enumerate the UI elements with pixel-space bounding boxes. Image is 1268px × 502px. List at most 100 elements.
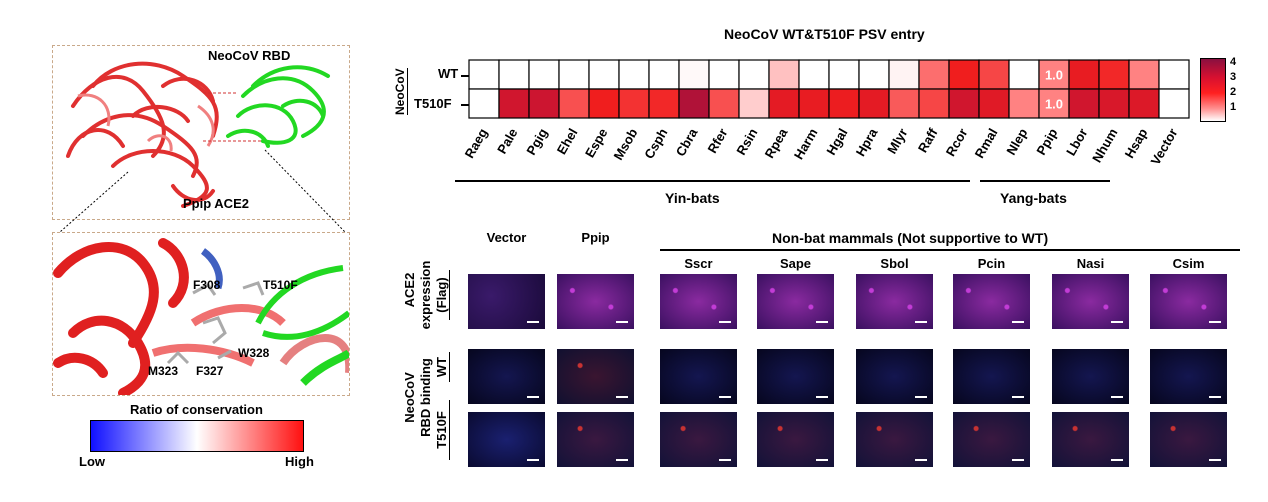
col-head-nasi: Nasi bbox=[1076, 256, 1105, 271]
heatmap-cell-wt-raeg bbox=[468, 59, 500, 90]
t510f-row-label: T510F bbox=[434, 400, 450, 460]
col-head-ppip: Ppip bbox=[581, 230, 610, 245]
heatmap-cell-wt-espe bbox=[588, 59, 620, 90]
ace2-row-label-line3: (Flag) bbox=[434, 270, 450, 320]
heatmap-cell-wt-hpra bbox=[858, 59, 890, 90]
micro-wt-nasi bbox=[1052, 349, 1129, 404]
heatmap-cell-wt-lbor bbox=[1068, 59, 1100, 90]
micro-wt-ppip bbox=[557, 349, 634, 404]
scale-bar bbox=[616, 396, 628, 398]
residue-w328: W328 bbox=[238, 346, 270, 360]
rbd-label: NeoCoV RBD bbox=[208, 48, 290, 63]
scale-bar bbox=[527, 396, 539, 398]
legend-tick-1: 1 bbox=[1230, 101, 1237, 113]
scale-bar bbox=[915, 396, 927, 398]
heatmap-cell-t510f-hgal bbox=[828, 88, 860, 119]
heatmap-title: NeoCoV WT&T510F PSV entry bbox=[724, 26, 925, 42]
col-head-vector: Vector bbox=[486, 230, 527, 245]
scale-bar bbox=[1209, 396, 1221, 398]
micro-ace2-sbol bbox=[856, 274, 933, 329]
legend-tick-2: 2 bbox=[1230, 86, 1237, 98]
yin-bats-line bbox=[455, 180, 970, 182]
micro-ace2-sape bbox=[757, 274, 834, 329]
scale-bar bbox=[1111, 459, 1123, 461]
scale-bar bbox=[527, 321, 539, 323]
heatmap-cell-t510f-mlyr bbox=[888, 88, 920, 119]
heatmap-cell-t510f-msob bbox=[618, 88, 650, 119]
yang-bats-line bbox=[980, 180, 1110, 182]
ace2-row-label-line2: expression bbox=[418, 260, 433, 330]
heatmap-cell-wt-raff bbox=[918, 59, 950, 90]
conservation-title: Ratio of conservation bbox=[130, 402, 263, 417]
scale-bar bbox=[915, 459, 927, 461]
heatmap-cell-wt-pale bbox=[498, 59, 530, 90]
col-head-pcin: Pcin bbox=[977, 256, 1006, 271]
micro-wt-sbol bbox=[856, 349, 933, 404]
heatmap-cell-t510f-cbra bbox=[678, 88, 710, 119]
heatmap-cell-t510f-vector bbox=[1158, 88, 1190, 119]
micro-wt-sape bbox=[757, 349, 834, 404]
conservation-colorbar bbox=[90, 420, 304, 452]
heatmap-cell-t510f-rcor bbox=[948, 88, 980, 119]
low-label: Low bbox=[79, 454, 105, 469]
heatmap-cell-wt-pgig bbox=[528, 59, 560, 90]
micro-ace2-vector bbox=[468, 274, 545, 329]
heatmap-cell-t510f-pale bbox=[498, 88, 530, 119]
residue-t510f: T510F bbox=[263, 278, 298, 292]
ace2-label: Ppip ACE2 bbox=[183, 196, 249, 211]
heatmap-cell-t510f-hpra bbox=[858, 88, 890, 119]
micro-ace2-nasi bbox=[1052, 274, 1129, 329]
scale-bar bbox=[816, 321, 828, 323]
non-bat-group-label: Non-bat mammals (Not supportive to WT) bbox=[772, 230, 1049, 246]
heatmap-cell-wt-rfer bbox=[708, 59, 740, 90]
micro-t510f-ppip bbox=[557, 412, 634, 467]
heatmap-cell-wt-hgal bbox=[828, 59, 860, 90]
residue-f308: F308 bbox=[193, 278, 221, 292]
heatmap-cell-wt-mlyr bbox=[888, 59, 920, 90]
micro-t510f-vector bbox=[468, 412, 545, 467]
heatmap-cell-wt-harm bbox=[798, 59, 830, 90]
row-group-label: NeoCoV bbox=[393, 68, 408, 115]
micro-wt-vector bbox=[468, 349, 545, 404]
heatmap-annotation-wt: 1.0 bbox=[1045, 68, 1063, 83]
micro-t510f-sape bbox=[757, 412, 834, 467]
heatmap-cell-t510f-rmal bbox=[978, 88, 1010, 119]
heatmap-cell-t510f-ehel bbox=[558, 88, 590, 119]
heatmap-cell-wt-ppip bbox=[1038, 59, 1070, 90]
scale-bar bbox=[527, 459, 539, 461]
micro-wt-sscr bbox=[660, 349, 737, 404]
micro-ace2-pcin bbox=[953, 274, 1030, 329]
residue-f327: F327 bbox=[196, 364, 224, 378]
high-label: High bbox=[285, 454, 314, 469]
heatmap-colorbar bbox=[1200, 58, 1226, 122]
scale-bar bbox=[1012, 459, 1024, 461]
legend-tick-3: 3 bbox=[1230, 71, 1237, 83]
micro-t510f-sbol bbox=[856, 412, 933, 467]
scale-bar bbox=[915, 321, 927, 323]
micro-t510f-sscr bbox=[660, 412, 737, 467]
scale-bar bbox=[816, 459, 828, 461]
ace2-row-label: ACE2 bbox=[402, 272, 417, 308]
zoom-lines bbox=[59, 149, 346, 233]
col-head-sscr: Sscr bbox=[684, 256, 713, 271]
heatmap-cell-wt-rpea bbox=[768, 59, 800, 90]
micro-t510f-pcin bbox=[953, 412, 1030, 467]
structure-panel-top: NeoCoV RBD Ppip ACE2 bbox=[52, 45, 350, 220]
heatmap-annotation-t510f: 1.0 bbox=[1045, 97, 1063, 112]
scale-bar bbox=[719, 321, 731, 323]
structure-panel-zoom: F308 T510F W328 M323 F327 bbox=[52, 232, 354, 398]
rbd-row-label-line2: RBD binding bbox=[418, 358, 433, 437]
heatmap-cell-wt-msob bbox=[618, 59, 650, 90]
heatmap-cell-t510f-nlep bbox=[1008, 88, 1040, 119]
heatmap-cell-wt-nhum bbox=[1098, 59, 1130, 90]
scale-bar bbox=[719, 459, 731, 461]
heatmap-cell-t510f-hsap bbox=[1128, 88, 1160, 119]
scale-bar bbox=[1111, 321, 1123, 323]
col-head-csim: Csim bbox=[1172, 256, 1205, 271]
row-label-t510f: T510F bbox=[414, 96, 452, 111]
row-tick-wt bbox=[461, 75, 469, 77]
heatmap-cell-t510f-ppip bbox=[1038, 88, 1070, 119]
heatmap-cell-wt-hsap bbox=[1128, 59, 1160, 90]
micro-t510f-csim bbox=[1150, 412, 1227, 467]
legend-tick-4: 4 bbox=[1230, 56, 1237, 68]
